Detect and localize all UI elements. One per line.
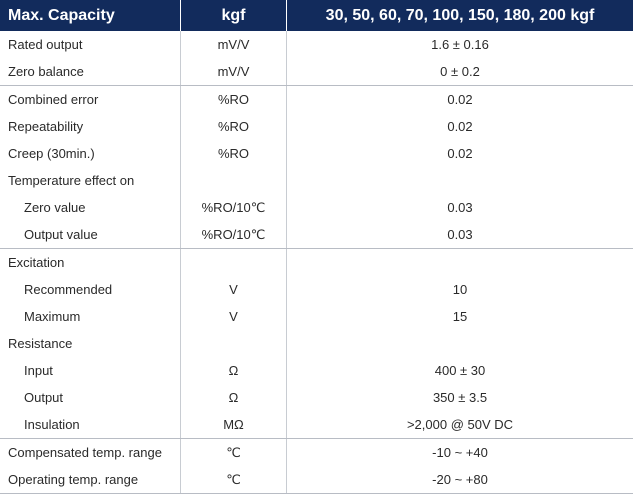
row-group: Compensated temp. range ℃ -10 ~ +40 Operati… — [0, 438, 633, 493]
unit-cell: %RO/10℃ — [181, 194, 287, 221]
parameter-label: Creep (30min.) — [0, 140, 181, 167]
unit-cell: mV/V — [181, 58, 287, 85]
value-cell — [287, 167, 633, 194]
value-cell — [287, 249, 633, 276]
parameter-label: Recommended — [0, 276, 181, 303]
table-row: Operating temp. range ℃ -20 ~ +80 — [0, 466, 633, 493]
value-cell: 400 ± 30 — [434, 363, 486, 378]
parameter-label: Zero value — [0, 194, 181, 221]
value-cell: 1.6 ± 0.16 — [431, 37, 489, 52]
table-row: Temperature effect on — [0, 167, 633, 194]
unit-cell: %RO — [181, 113, 287, 140]
table-row: Output Ω 350 ± 3.5 — [0, 384, 633, 411]
parameter-label: Input — [0, 357, 181, 384]
table-row: Resistance — [0, 330, 633, 357]
parameter-label: Rated output — [0, 31, 181, 58]
unit-cell: V — [181, 303, 287, 330]
unit-cell: mV/V — [181, 31, 287, 58]
value-cell: 0.03 — [447, 227, 473, 242]
parameter-label: Output — [0, 384, 181, 411]
table-row: Combined error %RO 0.02 — [0, 86, 633, 113]
table-row: Input Ω 400 ± 30 — [0, 357, 633, 384]
unit-cell: Ω — [181, 384, 287, 411]
value-cell: 15 — [452, 309, 468, 324]
parameter-label: Maximum — [0, 303, 181, 330]
value-cell: -20 ~ +80 — [432, 472, 488, 487]
unit-cell: %RO/10℃ — [181, 221, 287, 248]
row-group: Excitation Recommended V 10 Maximum V 15 Resist… — [0, 248, 633, 438]
value-cell: 0.02 — [447, 92, 473, 107]
parameter-label: Insulation — [0, 411, 181, 438]
unit-cell: V — [181, 276, 287, 303]
parameter-label: Compensated temp. range — [0, 439, 181, 466]
unit-cell: Ω — [181, 357, 287, 384]
value-cell: 0.02 — [447, 119, 473, 134]
unit-cell — [181, 167, 287, 194]
unit-cell: ℃ — [181, 466, 287, 493]
value-cell: 350 ± 3.5 — [432, 390, 488, 405]
unit-cell — [181, 330, 287, 357]
table-row: Zero value %RO/10℃ 0.03 — [0, 194, 633, 221]
parameter-label: Temperature effect on — [0, 167, 181, 194]
table-row: Repeatability %RO 0.02 — [0, 113, 633, 140]
unit-cell: %RO — [181, 86, 287, 113]
value-cell: -10 ~ +40 — [432, 445, 488, 460]
value-cell — [287, 330, 633, 357]
table-row: Compensated temp. range ℃ -10 ~ +40 — [0, 439, 633, 466]
unit-cell — [181, 249, 287, 276]
table-row: Zero balance mV/V 0 ± 0.2 — [0, 58, 633, 85]
table-row: Excitation — [0, 249, 633, 276]
unit-cell: ℃ — [181, 439, 287, 466]
table-row: Maximum V 15 — [0, 303, 633, 330]
table-body: Rated output mV/V 1.6 ± 0.16 Zero balance mV… — [0, 31, 633, 494]
parameter-label: Zero balance — [0, 58, 181, 85]
unit-cell: %RO — [181, 140, 287, 167]
value-cell: 0 ± 0.2 — [440, 64, 480, 79]
value-cell: 10 — [452, 282, 468, 297]
parameter-label: Operating temp. range — [0, 466, 181, 493]
table-row: Recommended V 10 — [0, 276, 633, 303]
value-cell: >2,000 @ 50V DC — [406, 417, 514, 432]
header-capacities: 30, 50, 60, 70, 100, 150, 180, 200 kgf — [325, 6, 595, 24]
table-row: Insulation MΩ >2,000 @ 50V DC — [0, 411, 633, 438]
row-group: Combined error %RO 0.02 Repeatability %RO 0.0… — [0, 85, 633, 248]
value-cell: 0.02 — [447, 146, 473, 161]
parameter-label: Resistance — [0, 330, 181, 357]
parameter-label: Output value — [0, 221, 181, 248]
parameter-label: Repeatability — [0, 113, 181, 140]
unit-cell: MΩ — [181, 411, 287, 438]
parameter-label: Combined error — [0, 86, 181, 113]
table-row: Creep (30min.) %RO 0.02 — [0, 140, 633, 167]
table-header: Max. Capacity kgf 30, 50, 60, 70, 100, 1… — [0, 0, 633, 31]
value-cell: 0.03 — [447, 200, 473, 215]
parameter-label: Excitation — [0, 249, 181, 276]
header-unit: kgf — [181, 0, 287, 31]
table-row: Rated output mV/V 1.6 ± 0.16 — [0, 31, 633, 58]
row-group: Rated output mV/V 1.6 ± 0.16 Zero balance mV… — [0, 31, 633, 85]
table-row: Output value %RO/10℃ 0.03 — [0, 221, 633, 248]
header-max-capacity: Max. Capacity — [0, 0, 181, 31]
